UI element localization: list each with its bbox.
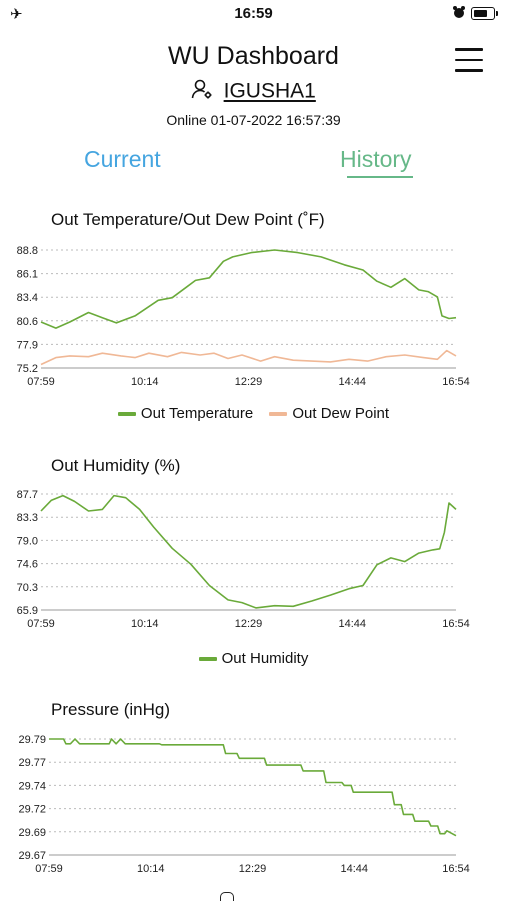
x-tick-label: 07:59 xyxy=(27,376,55,388)
y-tick-label: 86.1 xyxy=(17,269,38,281)
app-title: WU Dashboard xyxy=(168,42,339,70)
y-tick-label: 87.7 xyxy=(17,489,38,501)
status-bar: ✈ 16:59 xyxy=(0,0,507,28)
station-row: IGUSHA1 xyxy=(0,78,507,105)
legend-swatch-temperature xyxy=(117,412,136,417)
y-tick-label: 75.2 xyxy=(17,363,38,375)
x-tick-label: 10:14 xyxy=(131,376,159,388)
legend-swatch-dew-point xyxy=(269,412,288,417)
y-tick-label: 65.9 xyxy=(17,605,38,617)
series-line-pressure xyxy=(49,738,457,837)
x-tick-label: 07:59 xyxy=(35,863,63,875)
y-tick-label: 77.9 xyxy=(17,339,38,351)
legend-label: Out Dew Point xyxy=(292,405,390,422)
menu-icon[interactable] xyxy=(455,48,483,72)
y-tick-label: 83.4 xyxy=(17,292,38,304)
legend-out-dew-point[interactable]: Out Dew Point xyxy=(269,405,389,422)
user-settings-icon[interactable] xyxy=(191,78,213,105)
y-tick-label: 70.3 xyxy=(17,582,38,594)
series-line-out-temperature xyxy=(40,249,457,329)
y-tick-label: 29.77 xyxy=(18,757,46,769)
humidity-chart: 87.7 83.3 79.0 74.6 70.3 65.907:59 10:14 12:29 1… xyxy=(17,489,470,630)
temperature-legend: Out Temperature Out Dew Point xyxy=(0,405,507,422)
x-tick-label: 16:54 xyxy=(442,863,470,875)
y-tick-label: 74.6 xyxy=(17,559,38,571)
x-tick-label: 16:54 xyxy=(442,618,470,630)
legend-label: Out Humidity xyxy=(221,650,309,667)
online-status: Online 01-07-2022 16:57:39 xyxy=(166,112,341,128)
x-tick-label: 14:44 xyxy=(338,376,366,388)
x-tick-label: 12:29 xyxy=(235,376,263,388)
temperature-chart: 88.8 86.1 83.4 80.6 77.9 75.207:59 10:14 12:29 1… xyxy=(17,245,470,388)
x-tick-label: 16:54 xyxy=(442,376,470,388)
x-tick-label: 12:29 xyxy=(239,863,267,875)
y-tick-label: 79.0 xyxy=(17,535,38,547)
x-tick-label: 12:29 xyxy=(235,618,263,630)
y-tick-label: 29.72 xyxy=(18,804,46,816)
humidity-legend: Out Humidity xyxy=(0,650,507,667)
x-tick-label: 10:14 xyxy=(131,618,159,630)
next-chart-title-peek xyxy=(220,892,234,901)
humidity-chart-title: Out Humidity (%) xyxy=(51,456,181,475)
y-tick-label: 83.3 xyxy=(17,512,38,524)
y-tick-label: 29.67 xyxy=(18,850,46,862)
airplane-icon: ✈ xyxy=(10,6,23,23)
series-line-out-dew-point xyxy=(40,349,457,366)
y-tick-label: 80.6 xyxy=(17,316,38,328)
legend-out-temperature[interactable]: Out Temperature xyxy=(117,405,254,422)
legend-out-humidity[interactable]: Out Humidity xyxy=(198,650,309,667)
pressure-chart-title: Pressure (inHg) xyxy=(51,700,171,719)
y-tick-label: 88.8 xyxy=(17,245,38,257)
tab-current[interactable]: Current xyxy=(84,146,161,172)
temperature-chart-title: Out Temperature/Out Dew Point (˚F) xyxy=(51,210,325,229)
x-tick-label: 14:44 xyxy=(340,863,368,875)
x-tick-label: 10:14 xyxy=(137,863,165,875)
battery-icon xyxy=(471,7,498,20)
x-tick-label: 07:59 xyxy=(27,618,55,630)
x-tick-label: 14:44 xyxy=(338,618,366,630)
status-time: 16:59 xyxy=(234,5,273,22)
y-tick-label: 29.79 xyxy=(18,734,46,746)
legend-swatch-humidity xyxy=(198,657,217,662)
alarm-icon xyxy=(452,5,466,24)
y-tick-label: 29.74 xyxy=(18,780,46,792)
y-tick-label: 29.69 xyxy=(18,827,46,839)
tab-active-indicator xyxy=(347,176,413,178)
series-line-out-humidity xyxy=(40,494,457,609)
tab-history[interactable]: History xyxy=(340,146,412,172)
station-id-link[interactable]: IGUSHA1 xyxy=(223,79,316,103)
legend-label: Out Temperature xyxy=(140,405,254,422)
